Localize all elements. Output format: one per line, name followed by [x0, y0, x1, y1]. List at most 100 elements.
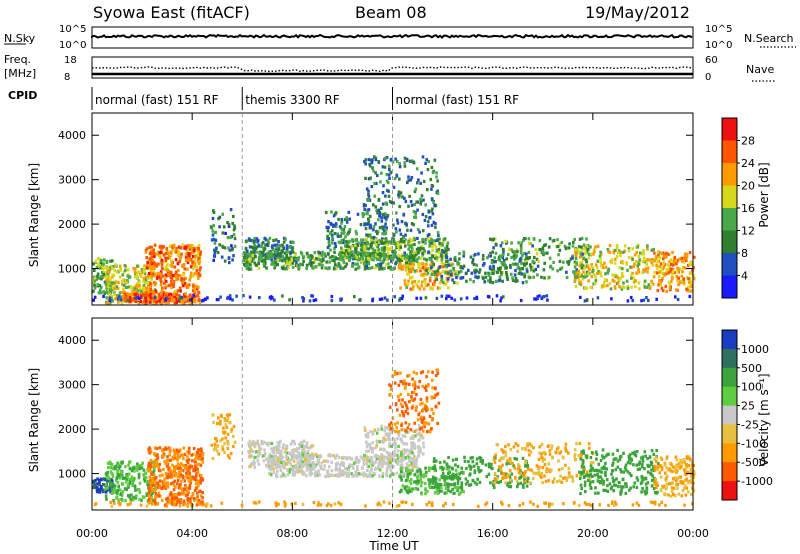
range-gate-cell — [264, 243, 267, 247]
range-gate-cell — [580, 263, 584, 267]
range-gate-cell — [641, 252, 644, 256]
range-gate-cell — [153, 498, 157, 502]
range-gate-cell — [671, 250, 674, 255]
range-gate-cell — [305, 263, 309, 267]
range-gate-cell — [111, 299, 114, 303]
range-gate-cell — [300, 252, 304, 256]
range-gate-cell — [309, 464, 312, 468]
range-gate-cell — [343, 256, 347, 260]
range-gate-cell — [688, 294, 692, 299]
range-gate-cell — [376, 257, 379, 262]
range-gate-cell — [195, 462, 199, 466]
range-gate-cell — [281, 294, 284, 298]
range-gate-cell — [297, 461, 301, 465]
range-gate-cell — [110, 287, 114, 291]
range-gate-cell — [379, 240, 383, 244]
range-gate-cell — [423, 272, 427, 276]
range-gate-cell — [424, 384, 428, 388]
range-gate-cell — [176, 289, 180, 293]
range-gate-cell — [649, 285, 652, 289]
range-gate-cell — [182, 503, 185, 507]
range-gate-cell — [287, 266, 290, 270]
range-gate-cell — [114, 263, 117, 267]
range-gate-cell — [403, 156, 407, 160]
range-gate-cell — [314, 452, 318, 456]
range-gate-cell — [410, 255, 413, 260]
range-gate-cell — [177, 498, 180, 502]
range-gate-cell — [376, 232, 379, 236]
range-gate-cell — [399, 237, 403, 241]
range-gate-cell — [347, 248, 351, 252]
range-gate-cell — [680, 274, 684, 278]
range-gate-cell — [410, 222, 414, 226]
range-gate-cell — [147, 494, 151, 498]
cpid-row: CPID normal (fast) 151 RF themis 3300 RF n… — [8, 87, 519, 110]
range-gate-cell — [353, 257, 357, 261]
range-gate-cell — [159, 292, 163, 296]
range-gate-cell — [404, 456, 408, 460]
range-gate-cell — [655, 263, 658, 267]
range-gate-cell — [308, 446, 312, 450]
range-gate-cell — [274, 454, 277, 458]
range-gate-cell — [187, 479, 191, 483]
range-gate-cell — [107, 466, 110, 470]
range-gate-cell — [295, 449, 298, 453]
range-gate-cell — [142, 279, 145, 283]
range-gate-cell — [473, 269, 476, 273]
range-gate-cell — [188, 247, 192, 251]
range-gate-cell — [387, 434, 390, 438]
range-gate-cell — [383, 248, 386, 252]
range-gate-cell — [348, 472, 351, 476]
range-gate-cell — [427, 429, 430, 433]
range-gate-cell — [578, 274, 581, 279]
range-gate-cell — [162, 467, 165, 472]
range-gate-cell — [563, 244, 567, 248]
range-gate-cell — [123, 290, 126, 294]
range-gate-cell — [253, 236, 256, 241]
range-gate-cell — [115, 491, 119, 495]
range-gate-cell — [164, 301, 168, 305]
range-gate-cell — [260, 442, 263, 446]
range-gate-cell — [418, 446, 422, 450]
range-gate-cell — [255, 263, 258, 267]
range-gate-cell — [233, 224, 236, 228]
range-gate-cell — [229, 208, 233, 212]
range-gate-cell — [94, 259, 97, 263]
range-gate-cell — [354, 470, 357, 474]
range-gate-cell — [340, 461, 343, 465]
range-gate-cell — [402, 453, 405, 457]
range-gate-cell — [174, 451, 178, 455]
range-gate-cell — [314, 298, 318, 302]
range-gate-cell — [612, 279, 616, 283]
range-gate-cell — [119, 469, 123, 473]
range-gate-cell — [307, 461, 311, 465]
range-gate-cell — [185, 467, 189, 471]
range-gate-cell — [92, 281, 96, 286]
range-gate-cell — [288, 245, 291, 249]
range-gate-cell — [417, 256, 421, 260]
range-gate-cell — [473, 297, 476, 301]
range-gate-cell — [409, 178, 412, 182]
range-gate-cell — [414, 212, 417, 216]
range-gate-cell — [115, 479, 118, 483]
range-gate-cell — [160, 486, 163, 490]
range-gate-cell — [376, 456, 379, 461]
range-gate-cell — [476, 276, 479, 280]
range-gate-cell — [148, 290, 151, 294]
range-gate-cell — [487, 273, 491, 277]
range-gate-cell — [379, 447, 382, 451]
range-gate-cell — [629, 295, 633, 300]
range-gate-cell — [264, 463, 268, 467]
range-gate-cell — [444, 249, 448, 253]
range-gate-cell — [192, 496, 196, 501]
range-gate-cell — [405, 222, 408, 226]
range-gate-cell — [232, 254, 235, 258]
range-gate-cell — [226, 236, 230, 240]
range-gate-cell — [436, 231, 440, 235]
range-gate-cell — [387, 189, 390, 193]
range-gate-cell — [477, 252, 480, 256]
range-gate-cell — [250, 454, 253, 458]
range-gate-cell — [178, 260, 181, 264]
range-gate-cell — [667, 271, 670, 275]
range-gate-cell — [168, 298, 171, 302]
